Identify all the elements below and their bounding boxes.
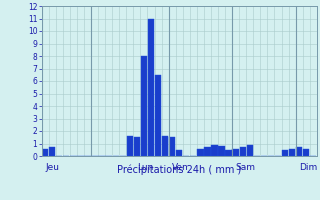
Bar	[49, 147, 55, 156]
Bar	[282, 150, 288, 156]
Bar	[204, 147, 211, 156]
Bar	[296, 147, 302, 156]
Text: Lun: Lun	[137, 164, 153, 172]
Bar	[218, 146, 225, 156]
X-axis label: Précipitations 24h ( mm ): Précipitations 24h ( mm )	[117, 164, 241, 175]
Text: Sam: Sam	[236, 164, 256, 172]
Text: Jeu: Jeu	[45, 164, 59, 172]
Bar	[211, 145, 218, 156]
Bar	[134, 137, 140, 156]
Bar	[127, 136, 133, 156]
Bar	[155, 75, 161, 156]
Bar	[232, 148, 239, 156]
Bar	[169, 137, 175, 156]
Text: Ven: Ven	[172, 164, 189, 172]
Bar	[303, 148, 309, 156]
Bar	[240, 147, 246, 156]
Bar	[197, 148, 204, 156]
Bar	[141, 56, 147, 156]
Bar	[176, 150, 182, 156]
Bar	[225, 150, 232, 156]
Bar	[247, 145, 253, 156]
Bar	[42, 148, 48, 156]
Bar	[162, 136, 168, 156]
Text: Dim: Dim	[299, 164, 317, 172]
Bar	[289, 148, 295, 156]
Bar	[148, 19, 154, 156]
